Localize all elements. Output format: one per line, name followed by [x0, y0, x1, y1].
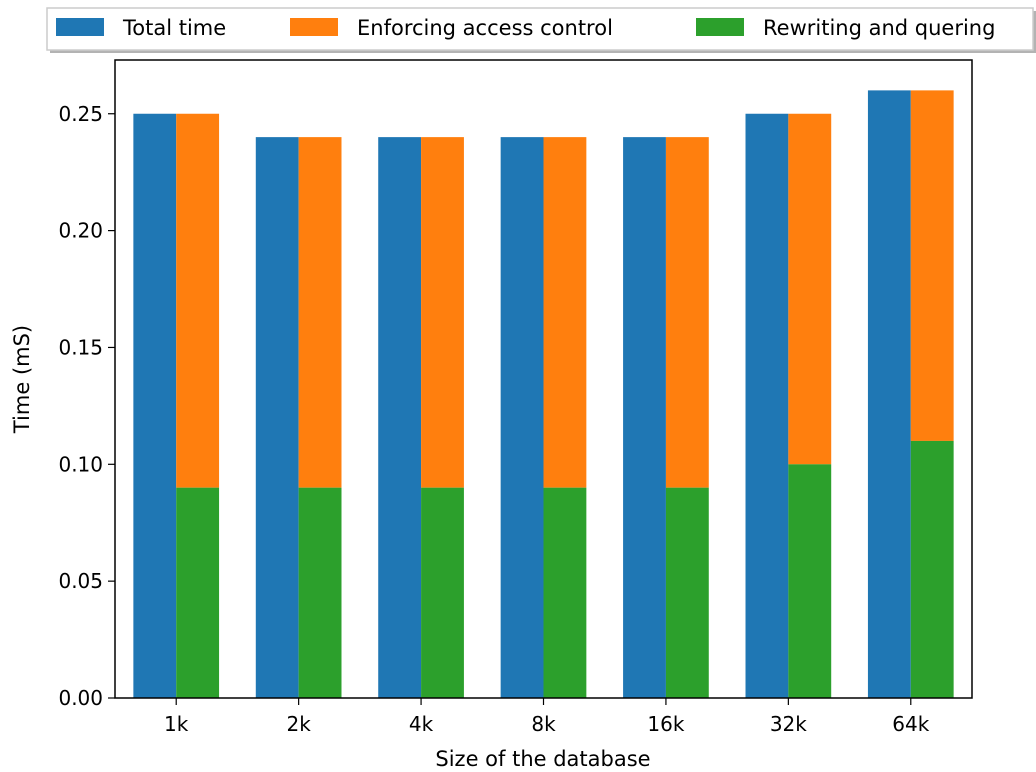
bars-group	[133, 90, 954, 699]
y-axis: 0.00 0.05 0.10 0.15 0.20 0.25	[58, 102, 115, 710]
bar-enforcing-access-control-64k	[910, 90, 954, 441]
bar-total-time-8k	[500, 137, 544, 699]
bar-enforcing-access-control-32k	[788, 113, 832, 465]
legend-label-total-time: Total time	[122, 16, 226, 40]
bar-total-time-32k	[745, 113, 789, 698]
x-tick-label-32k: 32k	[770, 712, 807, 736]
bar-enforcing-access-control-16k	[665, 137, 709, 488]
legend-swatch-total-time	[56, 18, 104, 36]
y-tick-label-0.10: 0.10	[58, 452, 103, 476]
legend-swatch-rewriting-and-quering	[696, 18, 744, 36]
bar-rewriting-and-quering-1k	[176, 487, 220, 698]
x-axis-label: Size of the database	[435, 747, 650, 771]
x-tick-label-2k: 2k	[286, 712, 311, 736]
bar-total-time-4k	[378, 137, 422, 699]
legend-swatch-enforcing-access-control	[290, 18, 338, 36]
bar-total-time-64k	[867, 90, 911, 698]
x-tick-label-64k: 64k	[892, 712, 929, 736]
x-tick-label-16k: 16k	[647, 712, 684, 736]
legend-frame	[46, 7, 1034, 51]
bar-rewriting-and-quering-64k	[910, 440, 954, 698]
bar-total-time-2k	[255, 137, 299, 699]
bar-rewriting-and-quering-32k	[788, 464, 832, 698]
y-tick-label-0.25: 0.25	[58, 102, 103, 126]
legend-label-enforcing-access-control: Enforcing access control	[357, 16, 613, 40]
y-axis-label: Time (mS)	[10, 325, 34, 434]
bar-total-time-1k	[133, 113, 177, 698]
y-tick-label-0.20: 0.20	[58, 219, 103, 243]
legend: Total time Enforcing access control Rewrit…	[46, 7, 1036, 53]
x-tick-label-8k: 8k	[531, 712, 556, 736]
bar-rewriting-and-quering-16k	[665, 487, 709, 698]
bar-rewriting-and-quering-4k	[421, 487, 464, 698]
bar-enforcing-access-control-1k	[176, 113, 220, 488]
bar-rewriting-and-quering-8k	[543, 487, 587, 698]
legend-label-rewriting-and-quering: Rewriting and quering	[763, 16, 995, 40]
x-axis: 1k 2k 4k 8k 16k 32k 64k	[164, 698, 930, 736]
x-tick-label-4k: 4k	[409, 712, 434, 736]
bar-enforcing-access-control-8k	[543, 137, 587, 488]
y-tick-label-0.05: 0.05	[58, 569, 103, 593]
bar-rewriting-and-quering-2k	[298, 487, 342, 698]
bar-enforcing-access-control-4k	[421, 137, 464, 488]
y-tick-label-0.15: 0.15	[58, 335, 103, 359]
bar-total-time-16k	[623, 137, 666, 699]
y-tick-label-0.00: 0.00	[58, 686, 103, 710]
bar-enforcing-access-control-2k	[298, 137, 342, 488]
x-tick-label-1k: 1k	[164, 712, 189, 736]
